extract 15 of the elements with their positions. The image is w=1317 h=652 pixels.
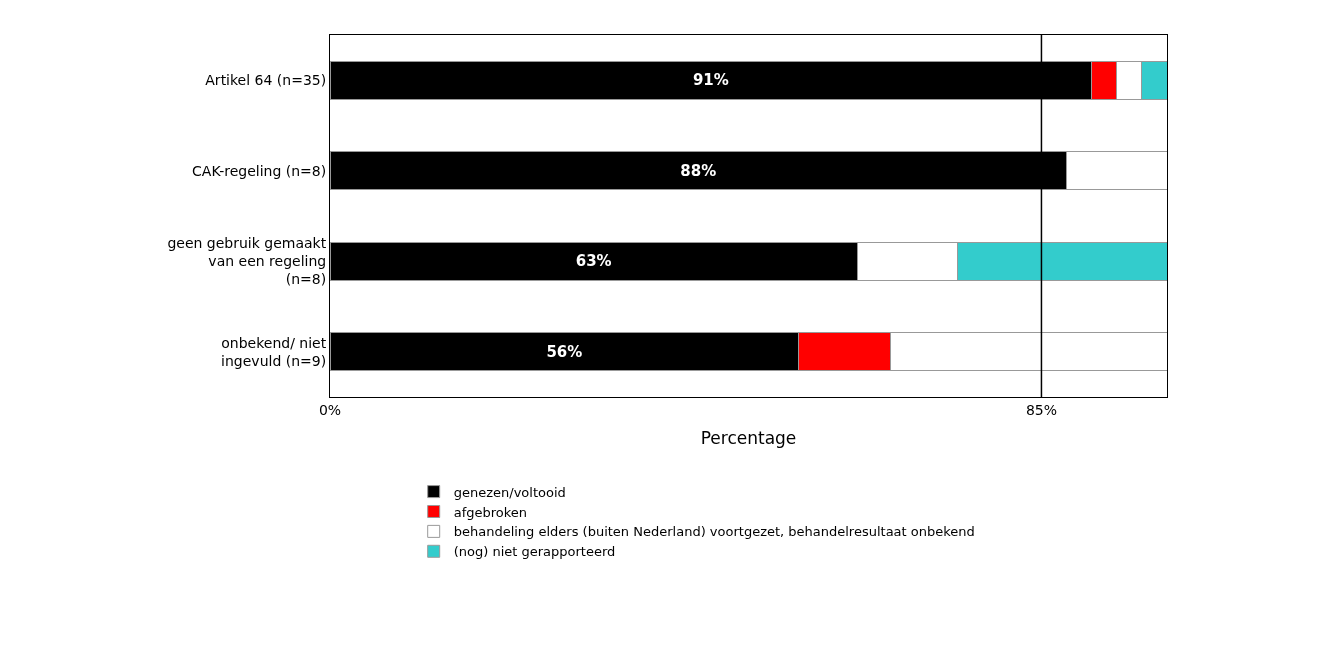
- legend-label: behandeling elders (buiten Nederland) voortgezet, behandelresultaat onbekend: [453, 524, 975, 540]
- y-tick-label: CAK-regeling (n=8): [192, 162, 327, 179]
- y-tick-label: geen gebruik gemaakt van een regeling (n=8): [167, 234, 327, 288]
- data-label: 88%: [680, 161, 717, 180]
- x-tick-label: 85%: [1025, 401, 1058, 418]
- data-label: 91%: [692, 71, 729, 90]
- legend-label: genezen/voltooid: [453, 484, 566, 500]
- legend-label: (nog) niet gerapporteerd: [453, 544, 616, 560]
- y-tick-label: Artikel 64 (n=35): [205, 72, 327, 89]
- y-tick-label: onbekend/ niet ingevuld (n=9): [221, 334, 327, 369]
- data-label: 63%: [575, 252, 612, 271]
- x-tick-label: 0%: [318, 401, 342, 418]
- legend-label: afgebroken: [453, 504, 528, 520]
- data-label: 56%: [546, 342, 583, 361]
- x-axis-title: Percentage: [700, 428, 797, 449]
